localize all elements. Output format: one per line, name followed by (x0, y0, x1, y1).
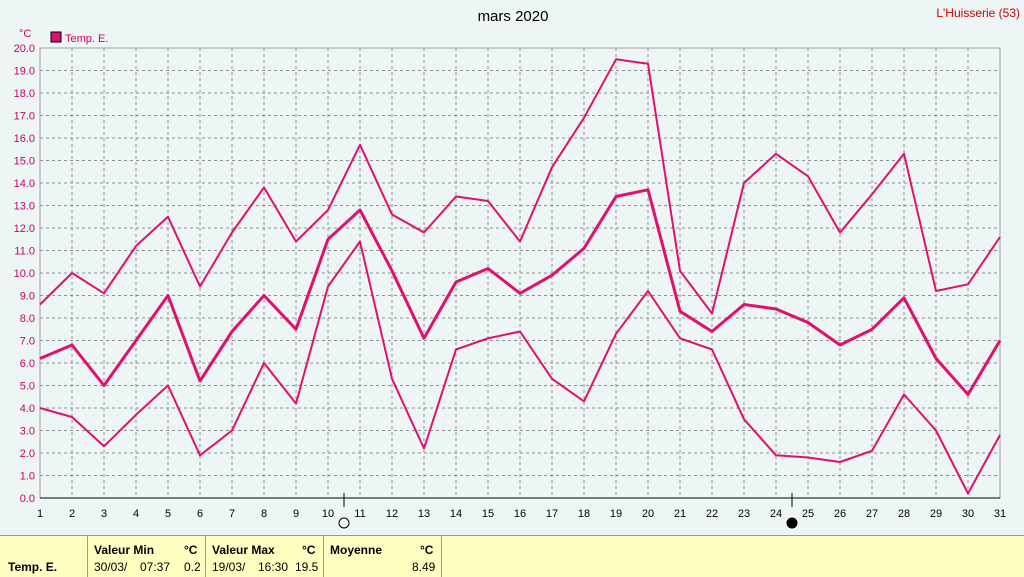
stats-min-time: 07:37 (140, 560, 171, 574)
y-tick-label: 19.0 (14, 66, 35, 78)
stats-max-value: 19.5 (295, 560, 319, 574)
x-tick-label: 1 (37, 508, 43, 520)
x-tick-label: 7 (229, 508, 235, 520)
stats-min-unit: °C (184, 543, 198, 557)
x-axis-labels: 1 2 3 4 5 6 7 8 9 10 11 12 13 14 15 16 17 18 19 20 21 22 23 24 2… (37, 508, 1006, 520)
y-tick-label: 1.0 (20, 471, 35, 483)
x-tick-label: 9 (293, 508, 299, 520)
new-moon-icon (786, 517, 798, 529)
x-tick-label: 16 (514, 508, 526, 520)
x-tick-label: 13 (418, 508, 430, 520)
stats-max-unit: °C (302, 543, 316, 557)
x-tick-label: 2 (69, 508, 75, 520)
y-tick-label: 6.0 (20, 358, 35, 370)
stats-panel: Temp. E. Valeur Min °C 30/03/ 07:37 0.2 … (0, 535, 1024, 577)
stats-mean-unit: °C (420, 543, 434, 557)
y-tick-label: 13.0 (14, 201, 35, 213)
y-tick-label: 20.0 (14, 43, 35, 55)
station-name: L'Huisserie (53) (936, 6, 1020, 20)
y-tick-label: 0.0 (20, 493, 35, 505)
y-tick-label: 14.0 (14, 178, 35, 190)
x-tick-label: 17 (546, 508, 558, 520)
x-tick-label: 24 (770, 508, 782, 520)
y-tick-label: 16.0 (14, 133, 35, 145)
x-tick-label: 8 (261, 508, 267, 520)
x-tick-label: 19 (610, 508, 622, 520)
full-moon-icon (338, 517, 350, 529)
x-tick-label: 12 (386, 508, 398, 520)
x-tick-label: 15 (482, 508, 494, 520)
x-tick-label: 3 (101, 508, 107, 520)
stats-max-date: 19/03/ (212, 560, 246, 574)
series-line-mean (39, 188, 1002, 396)
x-tick-label: 26 (834, 508, 846, 520)
y-tick-label: 3.0 (20, 426, 35, 438)
legend-label: Temp. E. (65, 33, 108, 45)
x-tick-label: 18 (578, 508, 590, 520)
y-tick-label: 5.0 (20, 381, 35, 393)
y-tick-label: 18.0 (14, 88, 35, 100)
y-tick-label: 2.0 (20, 448, 35, 460)
stats-mean-cell: Moyenne °C 8.49 (324, 536, 442, 577)
x-tick-label: 28 (898, 508, 910, 520)
x-tick-label: 30 (962, 508, 974, 520)
x-tick-label: 22 (706, 508, 718, 520)
x-tick-label: 20 (642, 508, 654, 520)
stats-min-header: Valeur Min (94, 543, 155, 557)
stats-max-cell: Valeur Max °C 19/03/ 16:30 19.5 (206, 536, 324, 577)
legend-swatch (50, 31, 62, 43)
y-tick-label: 4.0 (20, 403, 35, 415)
stats-row-label: Temp. E. (8, 560, 58, 574)
moon-markers (338, 493, 798, 529)
x-tick-label: 4 (133, 508, 139, 520)
stats-max-header: Valeur Max (212, 543, 275, 557)
series-line-min (39, 240, 1001, 495)
y-tick-label: 11.0 (14, 246, 35, 258)
x-tick-label: 29 (930, 508, 942, 520)
stats-min-cell: Valeur Min °C 30/03/ 07:37 0.2 (88, 536, 206, 577)
stats-min-value: 0.2 (184, 560, 201, 574)
x-tick-label: 27 (866, 508, 878, 520)
series-lines (39, 58, 1002, 495)
temperature-chart: mars 2020 L'Huisserie (53) °C Temp. E. 0… (14, 6, 1020, 529)
x-tick-label: 21 (674, 508, 686, 520)
x-tick-label: 10 (322, 508, 334, 520)
x-tick-label: 6 (197, 508, 203, 520)
x-tick-label: 23 (738, 508, 750, 520)
stats-max-time: 16:30 (258, 560, 289, 574)
y-tick-label: 12.0 (14, 223, 35, 235)
grid-lines (40, 48, 1000, 498)
y-tick-label: 17.0 (14, 111, 35, 123)
x-tick-label: 14 (450, 508, 462, 520)
chart-title: mars 2020 (478, 8, 549, 25)
y-tick-label: 7.0 (20, 336, 35, 348)
x-tick-label: 11 (354, 508, 365, 520)
y-tick-label: 10.0 (14, 268, 35, 280)
y-tick-label: 9.0 (20, 291, 35, 303)
x-tick-label: 5 (165, 508, 171, 520)
series-line-max (39, 58, 1001, 315)
stats-min-date: 30/03/ (94, 560, 128, 574)
stats-mean-header: Moyenne (330, 543, 383, 557)
y-tick-label: 15.0 (14, 156, 35, 168)
y-tick-label: 8.0 (20, 313, 35, 325)
stats-mean-value: 8.49 (412, 560, 436, 574)
y-axis-unit: °C (19, 28, 31, 40)
stats-row-label-cell: Temp. E. (0, 536, 88, 577)
x-tick-label: 31 (994, 508, 1006, 520)
y-axis-labels: 0.0 1.0 2.0 3.0 4.0 5.0 6.0 7.0 8.0 9.0 10.0 11.0 12… (14, 43, 35, 505)
x-tick-label: 25 (802, 508, 814, 520)
